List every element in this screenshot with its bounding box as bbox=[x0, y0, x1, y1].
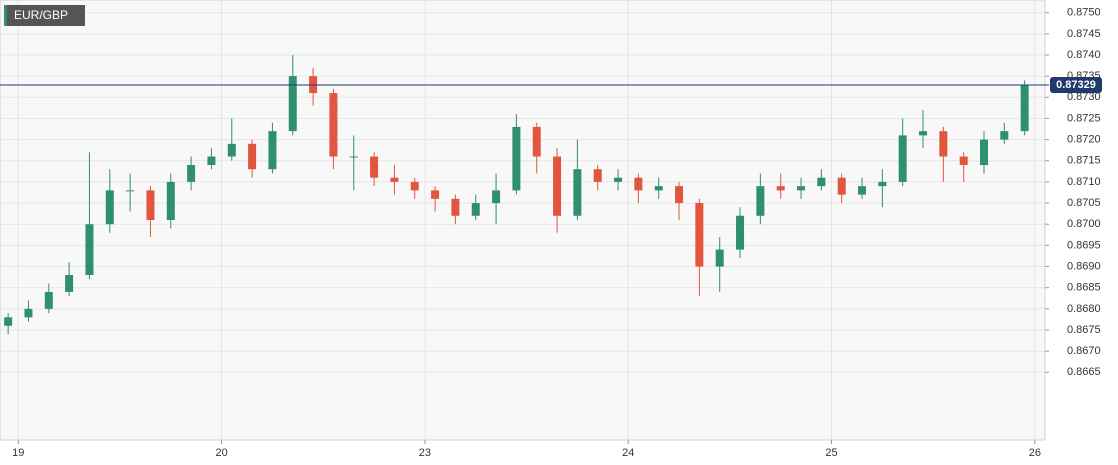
candle-body bbox=[919, 131, 928, 136]
y-tick-label: 0.8725 bbox=[1067, 112, 1101, 124]
candle-body bbox=[614, 177, 623, 182]
candle-body bbox=[65, 275, 74, 292]
candle-body bbox=[146, 190, 155, 220]
candle-body bbox=[288, 76, 297, 132]
candle-body bbox=[227, 143, 236, 157]
candle-body bbox=[349, 156, 358, 158]
candle-body bbox=[898, 135, 907, 182]
candle-body bbox=[44, 291, 53, 309]
grid: 0.8665 0.8670 0.8675 0.8680 0.8685 0.8690 0.86… bbox=[0, 0, 1101, 459]
candle-body bbox=[105, 190, 114, 225]
candle-body bbox=[573, 169, 582, 216]
candle-body bbox=[126, 190, 135, 192]
title-box bbox=[4, 5, 85, 26]
candle-body bbox=[1020, 84, 1029, 132]
x-tick-label: 25 bbox=[825, 447, 837, 459]
x-tick-label: 19 bbox=[12, 447, 24, 459]
y-tick-label: 0.8740 bbox=[1067, 49, 1101, 61]
candle-body bbox=[634, 177, 643, 191]
candle-body bbox=[675, 186, 684, 204]
y-tick-label: 0.8730 bbox=[1067, 91, 1101, 103]
candle-body bbox=[715, 249, 724, 267]
title-accent bbox=[4, 5, 7, 26]
candle-body bbox=[939, 131, 948, 157]
y-tick-label: 0.8745 bbox=[1067, 28, 1101, 40]
candle-body bbox=[207, 156, 216, 165]
y-tick-label: 0.8675 bbox=[1067, 324, 1101, 336]
price-label-box bbox=[1050, 77, 1102, 94]
candle-body bbox=[837, 177, 846, 195]
candle-body bbox=[85, 224, 94, 275]
candle-body bbox=[817, 177, 826, 187]
y-tick-label: 0.8710 bbox=[1067, 176, 1101, 188]
y-tick-label: 0.8715 bbox=[1067, 155, 1101, 167]
y-tick-label: 0.8665 bbox=[1067, 366, 1101, 378]
overlay: 0.87329 bbox=[0, 77, 1102, 94]
y-tick-label: 0.8685 bbox=[1067, 282, 1101, 294]
candle-body bbox=[187, 165, 196, 182]
candle-body bbox=[756, 186, 765, 216]
x-tick-label: 20 bbox=[215, 447, 227, 459]
y-tick-label: 0.8720 bbox=[1067, 134, 1101, 146]
candle-body bbox=[858, 186, 867, 195]
y-tick-label: 0.8680 bbox=[1067, 303, 1101, 315]
y-tick-label: 0.8700 bbox=[1067, 218, 1101, 230]
candle-body bbox=[695, 203, 704, 267]
x-tick-label: 23 bbox=[419, 447, 431, 459]
candle-body bbox=[593, 169, 602, 182]
price-label: 0.87329 bbox=[1056, 79, 1096, 91]
candle-body bbox=[980, 139, 989, 165]
y-tick-label: 0.8750 bbox=[1067, 7, 1101, 19]
y-tick-label: 0.8670 bbox=[1067, 345, 1101, 357]
plot-area bbox=[0, 0, 1046, 441]
candle-body bbox=[390, 177, 399, 182]
candle-body bbox=[431, 190, 440, 199]
candle-body bbox=[797, 186, 806, 191]
candle-body bbox=[24, 308, 33, 318]
candle-body bbox=[1000, 131, 1009, 140]
y-tick-label: 0.8690 bbox=[1067, 260, 1101, 272]
candle-body bbox=[329, 93, 338, 157]
candle-body bbox=[471, 203, 480, 216]
candle-body bbox=[553, 156, 562, 216]
candle-body bbox=[776, 186, 785, 191]
candles bbox=[4, 55, 1029, 335]
candle-body bbox=[248, 143, 257, 170]
candle-body bbox=[166, 181, 175, 220]
y-tick-label: 0.8695 bbox=[1067, 239, 1101, 251]
chart-title: EUR/GBP bbox=[14, 8, 68, 22]
candle-body bbox=[268, 131, 277, 170]
x-tick-label: 26 bbox=[1029, 447, 1041, 459]
candle-body bbox=[959, 156, 968, 165]
candle-body bbox=[451, 198, 460, 216]
y-tick-label: 0.8705 bbox=[1067, 197, 1101, 209]
candle-body bbox=[878, 181, 887, 187]
candle-body bbox=[4, 317, 13, 326]
candle-body bbox=[654, 186, 663, 191]
candle-body bbox=[492, 190, 501, 204]
candle-body bbox=[410, 181, 419, 191]
candle-body bbox=[736, 215, 745, 250]
candle-body bbox=[512, 126, 521, 191]
candle-body bbox=[370, 156, 379, 178]
x-tick-label: 24 bbox=[622, 447, 634, 459]
candle-body bbox=[532, 126, 541, 157]
